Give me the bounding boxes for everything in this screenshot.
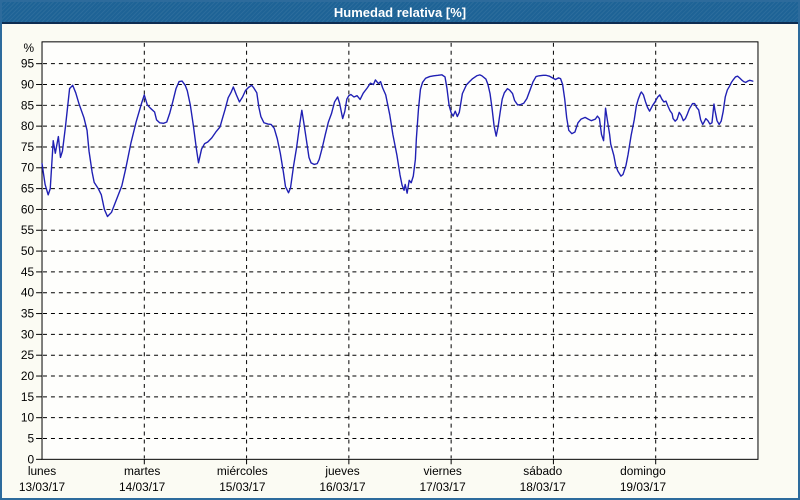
y-tick-label: 0 [27, 452, 34, 466]
x-day-label: lunes [28, 464, 56, 478]
humidity-line [41, 74, 754, 218]
y-tick-label: 65 [21, 182, 35, 196]
x-date-label: 13/03/17 [19, 480, 65, 494]
x-date-label: 17/03/17 [420, 480, 466, 494]
y-tick-label: 50 [21, 244, 35, 258]
y-tick-label: 45 [21, 265, 35, 279]
y-tick-label: 5 [27, 431, 34, 445]
y-tick-label: 75 [21, 140, 35, 154]
x-date-label: 19/03/17 [620, 480, 666, 494]
y-tick-label: 30 [21, 327, 35, 341]
y-tick-label: 60 [21, 202, 35, 216]
y-tick-label: 55 [21, 223, 35, 237]
y-tick-label: 25 [21, 348, 35, 362]
y-tick-label: 10 [21, 411, 35, 425]
x-day-label: martes [124, 464, 160, 478]
x-axis-labels: lunes 13/03/17 martes 14/03/17 miércoles 15/0… [19, 464, 666, 494]
y-axis-unit-label: % [24, 41, 35, 55]
y-tick-label: 85 [21, 98, 35, 112]
y-tick-label: 35 [21, 307, 35, 321]
x-day-label: jueves [324, 464, 359, 478]
y-tick-label: 90 [21, 77, 35, 91]
x-date-label: 14/03/17 [119, 480, 165, 494]
y-tick-label: 20 [21, 369, 35, 383]
y-tick-label: 70 [21, 161, 35, 175]
x-date-label: 15/03/17 [219, 480, 265, 494]
chart-title: Humedad relativa [%] [333, 5, 467, 20]
y-tick-label: 95 [21, 57, 35, 71]
x-day-label: sábado [523, 464, 562, 478]
humidity-chart: 0 5 10 15 20 25 30 35 40 45 50 55 60 65 70 75 80 85 90 95% l… [19, 41, 759, 494]
y-tick-label: 15 [21, 390, 35, 404]
y-tick-label: 40 [21, 286, 35, 300]
x-date-label: 18/03/17 [520, 480, 566, 494]
title-bar: Humedad relativa [%] [2, 2, 798, 24]
x-date-label: 16/03/17 [319, 480, 365, 494]
x-day-label: domingo [620, 464, 666, 478]
y-tick-label: 80 [21, 119, 35, 133]
x-day-label: viernes [423, 464, 461, 478]
x-day-label: miércoles [217, 464, 268, 478]
gridlines [36, 42, 757, 465]
y-axis-labels: 0 5 10 15 20 25 30 35 40 45 50 55 60 65 70 75 80 85 90 95% [21, 41, 35, 467]
